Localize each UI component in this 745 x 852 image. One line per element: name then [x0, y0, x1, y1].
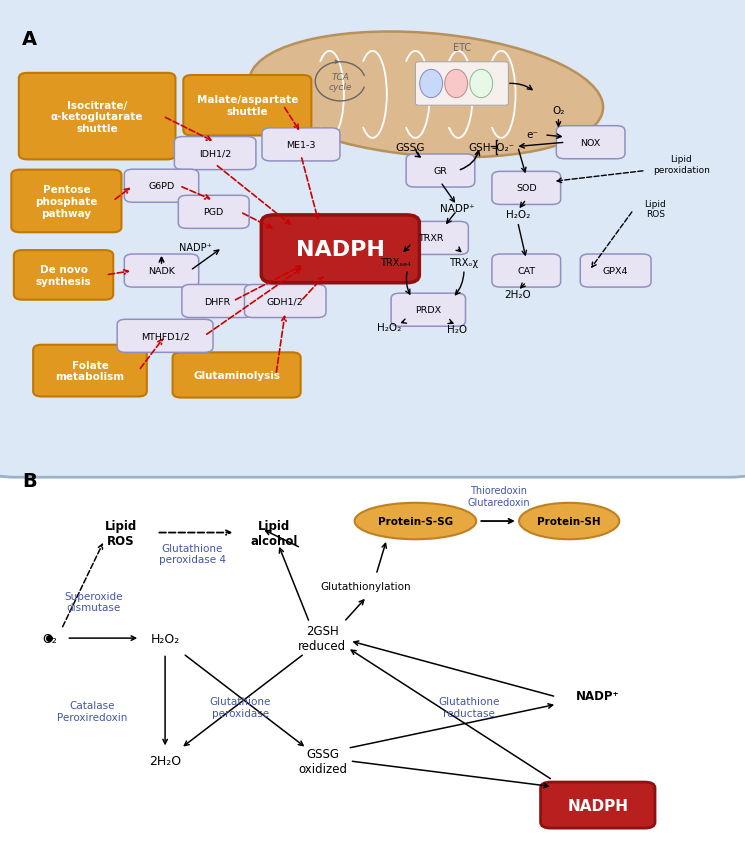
FancyBboxPatch shape: [117, 320, 213, 353]
FancyBboxPatch shape: [124, 255, 199, 288]
FancyBboxPatch shape: [19, 74, 176, 160]
Text: O₂: O₂: [552, 106, 565, 116]
Text: H₂O₂: H₂O₂: [150, 632, 180, 645]
Text: NADP⁺: NADP⁺: [180, 243, 212, 253]
Text: TCA
cycle: TCA cycle: [329, 72, 352, 92]
Text: NOX: NOX: [580, 139, 600, 147]
Ellipse shape: [249, 32, 603, 158]
Text: GPX4: GPX4: [603, 267, 629, 276]
Ellipse shape: [419, 70, 443, 99]
Ellipse shape: [445, 70, 468, 99]
Text: e⁻: e⁻: [526, 130, 538, 141]
Text: De novo
synthesis: De novo synthesis: [36, 265, 92, 286]
Text: NADP⁺: NADP⁺: [440, 204, 475, 214]
FancyBboxPatch shape: [0, 0, 745, 478]
Text: PRDX: PRDX: [415, 306, 441, 315]
Text: GDH1/2: GDH1/2: [267, 297, 304, 306]
Text: SOD: SOD: [516, 184, 536, 193]
Text: GSH: GSH: [469, 142, 491, 153]
Text: Superoxide
dismutase: Superoxide dismutase: [64, 591, 123, 613]
FancyBboxPatch shape: [178, 196, 249, 229]
Text: Glutathione
peroxidase 4: Glutathione peroxidase 4: [159, 544, 226, 565]
Text: TRXR: TRXR: [419, 234, 444, 243]
Text: GSSG
oxidized: GSSG oxidized: [298, 747, 347, 775]
Text: GSSG: GSSG: [396, 142, 425, 153]
Text: O₂: O₂: [42, 632, 57, 645]
Text: NADK: NADK: [148, 267, 175, 276]
Text: Protein-SH: Protein-SH: [537, 516, 601, 527]
Text: Lipid
ROS: Lipid ROS: [104, 519, 137, 547]
Text: Lipid
ROS: Lipid ROS: [644, 199, 666, 219]
FancyBboxPatch shape: [541, 782, 655, 828]
Text: ETC: ETC: [453, 43, 471, 53]
FancyBboxPatch shape: [416, 63, 508, 106]
Text: Lipid
alcohol: Lipid alcohol: [250, 519, 297, 547]
Text: NADP⁺: NADP⁺: [576, 689, 620, 702]
Text: NADPH: NADPH: [567, 797, 628, 813]
Text: H₂O₂: H₂O₂: [377, 323, 401, 333]
FancyBboxPatch shape: [33, 345, 147, 397]
Text: Folate
metabolism: Folate metabolism: [55, 360, 124, 382]
Text: 2H₂O: 2H₂O: [149, 755, 181, 768]
Text: TRXₛₑ₄: TRXₛₑ₄: [380, 257, 411, 268]
Text: A: A: [22, 30, 37, 49]
FancyBboxPatch shape: [492, 172, 560, 205]
Text: CAT: CAT: [517, 267, 536, 276]
Text: 2H₂O: 2H₂O: [504, 291, 531, 300]
Text: Isocitrate/
α-ketoglutarate
shuttle: Isocitrate/ α-ketoglutarate shuttle: [51, 101, 143, 134]
Text: B: B: [22, 472, 37, 491]
Text: H₂O: H₂O: [447, 325, 467, 335]
Text: Glutathione
reductase: Glutathione reductase: [438, 697, 500, 718]
FancyBboxPatch shape: [174, 137, 256, 170]
Text: Catalase
Peroxiredoxin: Catalase Peroxiredoxin: [57, 700, 127, 722]
FancyBboxPatch shape: [406, 155, 475, 187]
Text: Glutaminolysis: Glutaminolysis: [193, 371, 280, 381]
Text: 2GSH
reduced: 2GSH reduced: [299, 625, 346, 653]
Text: H₂O₂: H₂O₂: [506, 210, 530, 220]
FancyBboxPatch shape: [262, 129, 340, 162]
Text: –O₂⁻: –O₂⁻: [492, 142, 515, 153]
FancyBboxPatch shape: [183, 76, 311, 136]
Text: Lipid
peroxidation: Lipid peroxidation: [653, 155, 710, 175]
Text: Thioredoxin
Glutaredoxin: Thioredoxin Glutaredoxin: [467, 486, 530, 507]
Ellipse shape: [470, 70, 492, 99]
Text: NADPH: NADPH: [296, 239, 384, 260]
Text: G6PD: G6PD: [148, 182, 174, 191]
Text: MTHFD1/2: MTHFD1/2: [141, 332, 189, 341]
FancyBboxPatch shape: [391, 294, 466, 327]
Text: TRXₒχ: TRXₒχ: [449, 257, 478, 268]
Text: Malate/aspartate
shuttle: Malate/aspartate shuttle: [197, 95, 298, 117]
Text: Pentose
phosphate
pathway: Pentose phosphate pathway: [35, 185, 98, 218]
FancyBboxPatch shape: [580, 255, 651, 288]
Text: IDH1/2: IDH1/2: [199, 149, 231, 158]
FancyBboxPatch shape: [557, 127, 625, 159]
FancyBboxPatch shape: [261, 216, 419, 284]
Text: PGD: PGD: [203, 208, 224, 217]
FancyBboxPatch shape: [394, 222, 469, 255]
Ellipse shape: [519, 504, 619, 539]
FancyBboxPatch shape: [182, 285, 253, 318]
Text: GR: GR: [434, 167, 448, 176]
Text: Glutathione
peroxidase: Glutathione peroxidase: [209, 697, 271, 718]
FancyBboxPatch shape: [124, 170, 199, 203]
FancyBboxPatch shape: [11, 170, 121, 233]
FancyBboxPatch shape: [492, 255, 560, 288]
FancyBboxPatch shape: [14, 250, 113, 301]
Ellipse shape: [355, 504, 476, 539]
Text: Glutathionylation: Glutathionylation: [320, 582, 410, 591]
Text: Protein-S-SG: Protein-S-SG: [378, 516, 453, 527]
FancyBboxPatch shape: [173, 353, 301, 398]
Text: DHFR: DHFR: [204, 297, 230, 306]
Text: ME1-3: ME1-3: [286, 141, 316, 150]
FancyBboxPatch shape: [244, 285, 326, 318]
